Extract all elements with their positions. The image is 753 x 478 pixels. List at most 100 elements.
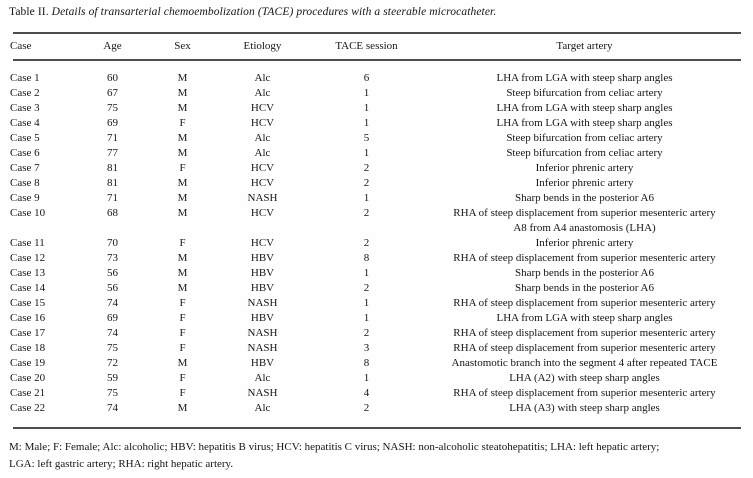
table-row: Case 11 70 F HCV 2 Inferior phrenic arte… [10,236,741,251]
age-cell: 71 [107,132,118,144]
tace-session-cell: 3 [363,342,370,354]
etiology-cell: Alc [254,147,271,159]
etiology-cell: HCV [250,162,275,174]
age-cell: 75 [107,102,118,114]
etiology-cell: HCV [250,237,275,249]
sex-cell: M [177,207,188,219]
tace-session-cell: 2 [363,207,370,219]
table-row: Case 1 60 M Alc 6 LHA from LGA with stee… [10,71,741,86]
target-artery-cell: RHA of steep displacement from superior … [428,386,741,401]
table-row: Case 8 81 M HCV 2 Inferior phrenic arter… [10,176,741,191]
etiology-cell: HCV [250,177,275,189]
case-cell: Case 14 [10,282,46,294]
case-cell: Case 5 [10,132,40,144]
target-artery-line: Sharp bends in the posterior A6 [514,192,654,204]
sex-cell: M [177,87,188,99]
etiology-cell: HBV [250,357,275,369]
sex-cell: M [177,282,188,294]
target-artery-line: LHA from LGA with steep sharp angles [496,102,673,114]
table-title-description: Details of transarterial chemoembolizati… [51,6,497,18]
column-header-sex: Sex [174,40,191,52]
age-cell: 71 [107,192,118,204]
sex-cell: F [179,162,186,174]
table-row: Case 18 75 F NASH 3 RHA of steep displac… [10,341,741,356]
column-header-age: Age [103,40,122,52]
target-artery-line: Sharp bends in the posterior A6 [514,282,654,294]
etiology-cell: HCV [250,207,275,219]
target-artery-line: LHA from LGA with steep sharp angles [496,72,673,84]
age-cell: 56 [107,282,118,294]
target-artery-cell: Sharp bends in the posterior A6 [428,266,741,281]
case-cell: Case 11 [10,237,45,249]
case-cell: Case 4 [10,117,40,129]
sex-cell: M [177,72,188,84]
etiology-cell: NASH [247,297,278,309]
tace-session-cell: 1 [363,87,370,99]
tace-session-cell: 2 [363,237,370,249]
age-cell: 77 [107,147,118,159]
age-cell: 75 [107,342,118,354]
etiology-cell: HBV [250,312,275,324]
table-row: Case 22 74 M Alc 2 LHA (A3) with steep s… [10,401,741,416]
target-artery-line: Inferior phrenic artery [535,162,634,174]
tace-session-cell: 1 [363,147,370,159]
case-cell: Case 3 [10,102,40,114]
target-artery-line: Steep bifurcation from celiac artery [506,132,663,144]
case-cell: Case 8 [10,177,40,189]
target-artery-cell: Anastomotic branch into the segment 4 af… [428,356,741,371]
etiology-cell: Alc [254,372,271,384]
case-cell: Case 12 [10,252,46,264]
table-row: Case 13 56 M HBV 1 Sharp bends in the po… [10,266,741,281]
target-artery-line: Anastomotic branch into the segment 4 af… [451,357,718,369]
target-artery-line: RHA of steep displacement from superior … [453,342,716,354]
tace-session-cell: 2 [363,177,370,189]
target-artery-cell: RHA of steep displacement from superior … [428,251,741,266]
etiology-cell: NASH [247,387,278,399]
column-header-case: Case [10,40,32,52]
sex-cell: F [179,327,186,339]
case-cell: Case 10 [10,207,46,219]
target-artery-line: RHA of steep displacement from superior … [453,297,716,309]
column-header-etiology: Etiology [243,40,282,52]
target-artery-line: RHA of steep displacement from superior … [453,252,716,264]
tace-session-cell: 2 [363,162,370,174]
tace-session-cell: 1 [363,117,370,129]
footnote-line-1: M: Male; F: Female; Alc: alcoholic; HBV:… [9,441,660,453]
sex-cell: F [179,297,186,309]
case-cell: Case 1 [10,72,40,84]
etiology-cell: Alc [254,87,271,99]
age-cell: 56 [107,267,118,279]
age-cell: 60 [107,72,118,84]
table-row: Case 14 56 M HBV 2 Sharp bends in the po… [10,281,741,296]
target-artery-line: Inferior phrenic artery [535,177,634,189]
age-cell: 72 [107,357,118,369]
sex-cell: F [179,387,186,399]
sex-cell: M [177,267,188,279]
age-cell: 81 [107,162,118,174]
table-rule-bottom [13,427,741,429]
table-row: Case 3 75 M HCV 1 LHA from LGA with stee… [10,101,741,116]
target-artery-line: LHA from LGA with steep sharp angles [496,117,673,129]
sex-cell: M [177,132,188,144]
table-row: Case 21 75 F NASH 4 RHA of steep displac… [10,386,741,401]
case-cell: Case 18 [10,342,46,354]
target-artery-cell: RHA of steep displacement from superior … [428,206,741,236]
case-cell: Case 19 [10,357,46,369]
table-row: Case 4 69 F HCV 1 LHA from LGA with stee… [10,116,741,131]
target-artery-cell: LHA from LGA with steep sharp angles [428,311,741,326]
target-artery-line: Steep bifurcation from celiac artery [506,87,663,99]
target-artery-cell: Steep bifurcation from celiac artery [428,146,741,161]
etiology-cell: Alc [254,72,271,84]
table-row: Case 6 77 M Alc 1 Steep bifurcation from… [10,146,741,161]
case-cell: Case 20 [10,372,46,384]
table-row: Case 9 71 M NASH 1 Sharp bends in the po… [10,191,741,206]
etiology-cell: HCV [250,117,275,129]
tace-session-cell: 5 [363,132,370,144]
age-cell: 59 [107,372,118,384]
age-cell: 67 [107,87,118,99]
tace-session-cell: 4 [363,387,370,399]
sex-cell: M [177,102,188,114]
age-cell: 69 [107,312,118,324]
target-artery-cell: LHA from LGA with steep sharp angles [428,101,741,116]
